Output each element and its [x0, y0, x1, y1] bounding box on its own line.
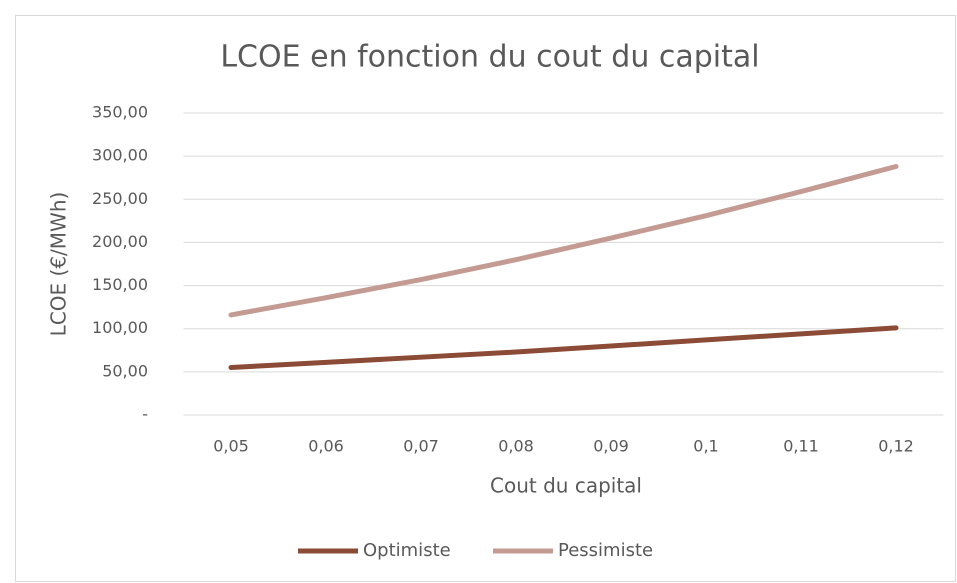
- y-tick-label: 50,00: [102, 361, 148, 380]
- x-tick-label: 0,11: [783, 437, 819, 456]
- legend-label: Optimiste: [363, 540, 451, 561]
- chart-title: LCOE en fonction du cout du capital: [220, 40, 759, 75]
- series-line: [228, 325, 899, 371]
- x-tick-label: 0,1: [693, 437, 718, 456]
- x-tick-label: 0,07: [403, 437, 439, 456]
- y-axis-label: LCOE (€/MWh): [47, 192, 71, 337]
- y-tick-label: 100,00: [92, 318, 148, 337]
- series-line: [228, 163, 899, 318]
- x-tick-label: 0,05: [213, 437, 249, 456]
- y-tick-label: -: [142, 405, 148, 424]
- x-tick-label: 0,09: [593, 437, 629, 456]
- x-axis-label: Cout du capital: [490, 474, 642, 498]
- legend-label: Pessimiste: [558, 540, 653, 561]
- x-tick-label: 0,12: [878, 437, 914, 456]
- x-tick-label: 0,08: [498, 437, 534, 456]
- y-tick-label: 250,00: [92, 189, 148, 208]
- y-tick-label: 350,00: [92, 103, 148, 122]
- chart-border: [15, 15, 956, 582]
- y-tick-label: 300,00: [92, 146, 148, 165]
- y-tick-label: 150,00: [92, 275, 148, 294]
- y-tick-label: 200,00: [92, 232, 148, 251]
- x-tick-label: 0,06: [308, 437, 344, 456]
